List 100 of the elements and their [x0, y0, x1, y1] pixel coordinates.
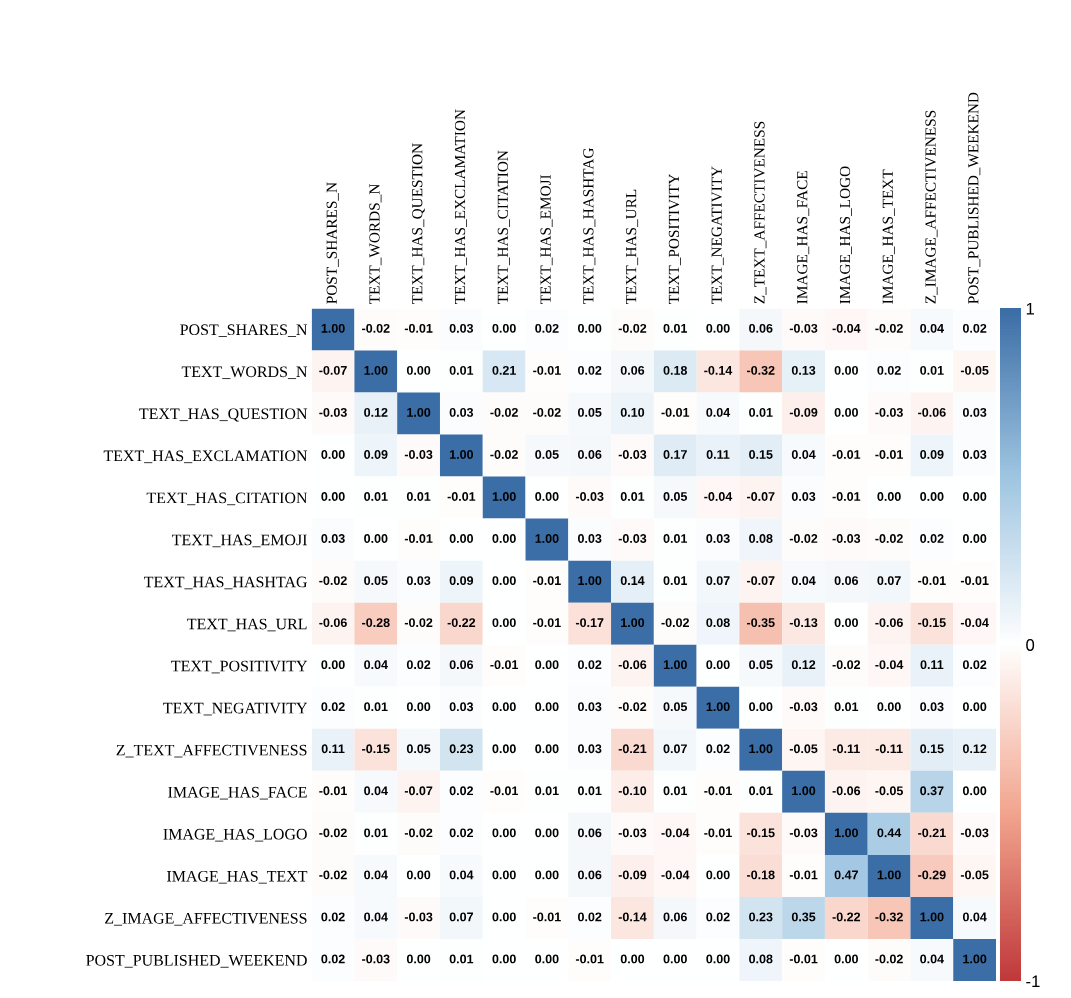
data-label: 0.17	[663, 450, 687, 459]
data-label: -0.18	[747, 870, 775, 880]
data-label: 0.09	[364, 450, 388, 459]
data-label: -0.03	[404, 450, 433, 459]
data-label: 0.03	[321, 534, 345, 543]
data-label: -0.03	[404, 912, 433, 922]
data-label: 0.01	[663, 323, 688, 333]
data-label: -0.01	[918, 576, 946, 585]
data-label: -0.05	[960, 870, 989, 880]
data-label: 0.08	[749, 534, 773, 543]
data-label: -0.06	[618, 660, 647, 670]
data-label: 0.09	[449, 576, 474, 585]
x-tick-label: IMAGE_HAS_LOGO	[839, 166, 852, 304]
data-label: 0.03	[449, 407, 474, 417]
data-label: 0.02	[962, 323, 987, 333]
data-label: 0.00	[535, 702, 559, 712]
data-label: 1.00	[621, 618, 645, 628]
color-bar-label: 0	[1026, 639, 1035, 651]
data-label: 0.01	[364, 828, 388, 838]
data-label: -0.15	[747, 828, 775, 838]
data-label: 0.02	[406, 660, 431, 670]
data-label: 0.09	[920, 450, 944, 459]
data-label: 0.02	[321, 954, 345, 964]
data-label: 0.00	[620, 954, 645, 964]
data-label: 0.03	[578, 744, 602, 754]
data-label: 1.00	[792, 786, 816, 796]
data-label: 1.00	[749, 744, 773, 754]
x-tick-label: Z_TEXT_AFFECTIVENESS	[754, 121, 767, 304]
data-label: 0.02	[706, 912, 730, 922]
data-label: 0.08	[706, 618, 730, 628]
data-label: -0.03	[362, 954, 390, 964]
data-label: -0.01	[789, 954, 818, 964]
data-label: -0.02	[404, 618, 433, 628]
data-label: -0.04	[875, 660, 904, 670]
data-label: 0.00	[749, 702, 773, 712]
data-label: 0.00	[535, 828, 559, 838]
data-label: 1.00	[663, 660, 687, 670]
data-label: -0.01	[490, 786, 519, 796]
data-label: -0.01	[832, 492, 861, 501]
data-label: 0.37	[920, 786, 944, 796]
data-label: -0.15	[362, 744, 390, 754]
data-label: -0.03	[319, 407, 347, 417]
data-label: -0.07	[747, 576, 775, 585]
y-tick-label: TEXT_HAS_HASHTAG	[144, 576, 307, 590]
data-label: 0.00	[406, 702, 431, 712]
data-label: -0.02	[319, 576, 347, 585]
data-label: -0.02	[661, 618, 689, 628]
data-label: -0.02	[490, 450, 518, 459]
data-label: 0.01	[535, 786, 559, 796]
data-label: 0.12	[791, 660, 816, 670]
y-tick-label: IMAGE_HAS_TEXT	[167, 870, 308, 884]
data-label: 1.00	[578, 576, 602, 585]
data-label: 0.15	[749, 450, 773, 459]
data-label: -0.32	[747, 365, 775, 375]
data-label: 0.00	[449, 534, 474, 543]
x-tick-label: TEXT_HAS_EXCLAMATION	[454, 109, 468, 304]
data-label: 1.00	[706, 702, 730, 712]
data-label: 0.00	[406, 870, 431, 880]
data-label: 0.06	[663, 912, 687, 922]
data-label: -0.01	[533, 365, 561, 375]
data-label: 0.01	[406, 492, 431, 501]
data-label: 0.00	[877, 492, 901, 501]
color-bar-label: -1	[1026, 975, 1040, 988]
data-label: 0.06	[578, 828, 602, 838]
data-label: 0.01	[449, 365, 474, 375]
data-label: 0.00	[492, 870, 516, 880]
data-label: 0.02	[535, 323, 559, 333]
data-label: 0.47	[834, 870, 858, 880]
data-label: -0.14	[618, 912, 647, 922]
data-label: -0.02	[362, 323, 390, 333]
data-label: 0.00	[492, 702, 516, 712]
data-label: 0.14	[620, 576, 645, 585]
data-label: 0.00	[492, 828, 516, 838]
data-label: 0.00	[535, 954, 559, 964]
data-label: 0.03	[962, 407, 987, 417]
data-label: 1.00	[364, 365, 388, 375]
x-tick-label: TEXT_HAS_HASHTAG	[583, 148, 596, 304]
data-label: -0.05	[789, 744, 818, 754]
data-label: -0.07	[319, 365, 347, 375]
data-label: 0.08	[749, 954, 773, 964]
y-tick-label: IMAGE_HAS_FACE	[168, 786, 307, 800]
data-label: 0.05	[535, 450, 559, 459]
y-tick-label: TEXT_HAS_QUESTION	[139, 408, 308, 422]
data-label: 0.03	[791, 492, 816, 501]
data-label: 0.12	[962, 744, 987, 754]
data-label: 0.02	[920, 534, 944, 543]
data-label: -0.21	[618, 744, 647, 754]
data-label: -0.07	[404, 786, 433, 796]
y-tick-label: TEXT_HAS_URL	[187, 618, 307, 632]
data-label: -0.10	[618, 786, 647, 796]
data-label: 0.04	[364, 870, 388, 880]
data-label: -0.02	[875, 954, 903, 964]
data-label: -0.28	[362, 618, 390, 628]
data-label: -0.22	[832, 912, 861, 922]
data-label: -0.04	[661, 828, 690, 838]
data-label: 0.04	[791, 576, 816, 585]
data-label: -0.13	[789, 618, 818, 628]
data-label: -0.01	[533, 576, 561, 585]
data-label: 0.44	[877, 828, 902, 838]
data-label: -0.05	[960, 365, 989, 375]
